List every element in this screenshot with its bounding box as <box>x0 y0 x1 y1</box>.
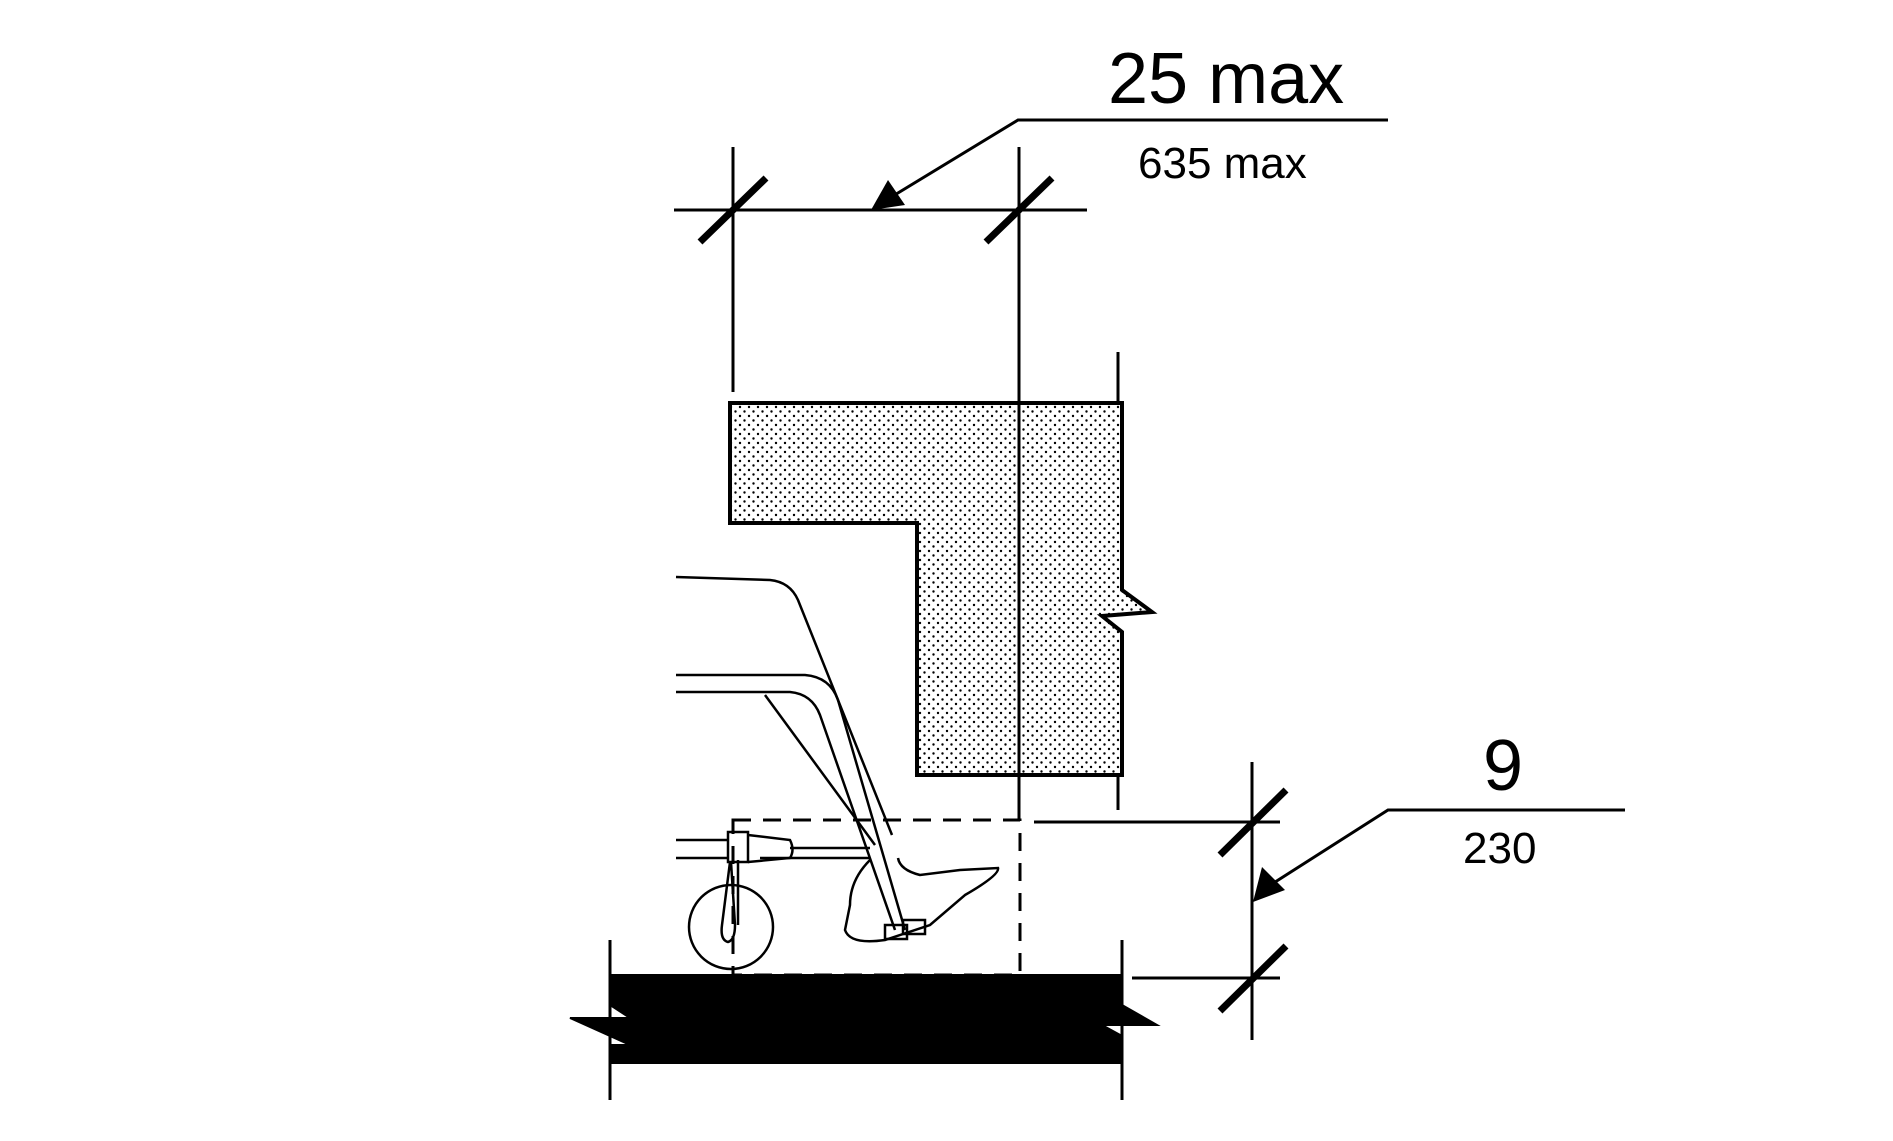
tick-mark-right <box>983 175 1055 245</box>
dimension-label-depth-imperial: 25 max <box>1108 39 1344 119</box>
arrowhead-right <box>1253 867 1285 902</box>
toe-clearance-zone <box>731 818 1022 977</box>
floor-slab <box>569 974 1161 1064</box>
arrowhead-top <box>871 180 905 210</box>
counter-section <box>728 401 1158 777</box>
tick-mark-lower <box>1217 943 1289 1014</box>
dimension-label-clearance-metric: 230 <box>1463 824 1536 873</box>
tick-mark-upper <box>1217 787 1289 858</box>
dimension-label-depth-metric: 635 max <box>1138 139 1307 188</box>
wheelchair-outline <box>675 575 1000 971</box>
leader-line-top <box>892 118 1388 198</box>
dimension-label-clearance-imperial: 9 <box>1483 726 1523 806</box>
tick-mark-left <box>697 175 769 245</box>
leader-line-right <box>1271 808 1625 886</box>
